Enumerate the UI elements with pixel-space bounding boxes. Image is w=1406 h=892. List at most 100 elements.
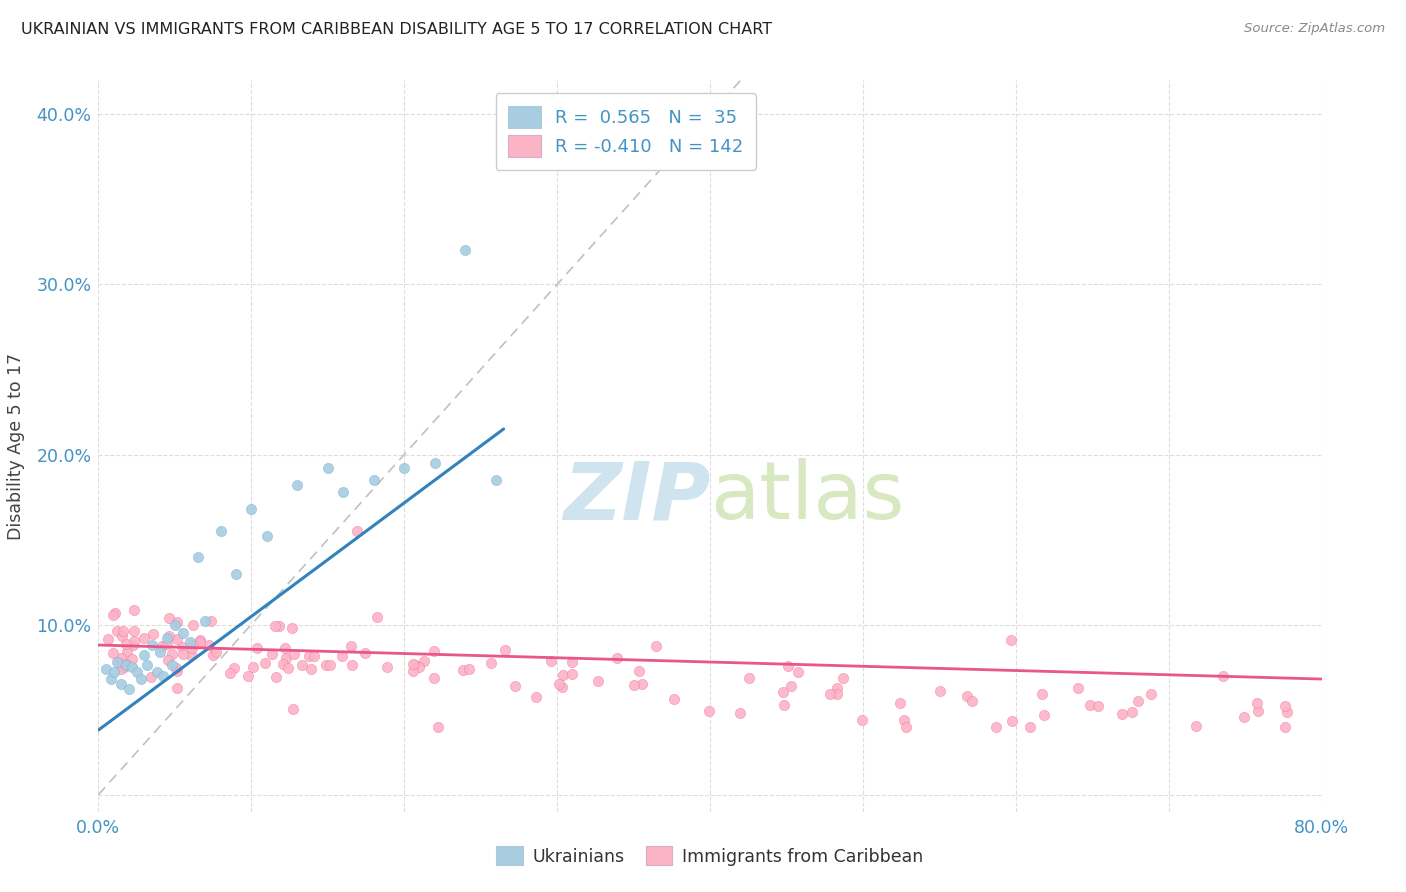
Point [157,653,180,667]
Point [149,645,172,659]
Point [316,461,339,475]
Point [1031,687,1053,701]
Point [115,645,138,659]
Point [366,610,388,624]
Point [122,624,145,638]
Point [141,638,163,652]
Point [551,668,574,682]
Point [129,672,152,686]
Point [340,639,363,653]
Point [956,689,979,703]
Point [644,639,666,653]
Text: UKRAINIAN VS IMMIGRANTS FROM CARIBBEAN DISABILITY AGE 5 TO 17 CORRELATION CHART: UKRAINIAN VS IMMIGRANTS FROM CARIBBEAN D… [21,22,772,37]
Point [201,648,224,662]
Point [105,655,128,669]
Point [772,685,794,699]
Point [100,672,122,686]
Point [363,473,385,487]
Point [132,631,155,645]
Point [375,660,398,674]
Point [180,648,202,662]
Point [298,649,321,664]
Point [121,638,143,652]
Point [267,619,290,633]
Point [787,665,810,680]
Point [1111,707,1133,722]
Point [145,665,167,680]
Point [423,456,446,470]
Point [115,637,138,651]
Point [172,647,194,661]
Point [281,621,304,635]
Point [264,619,287,633]
Point [773,698,796,712]
Point [240,502,263,516]
Point [540,654,562,668]
Point [156,637,179,651]
Point [200,614,222,628]
Legend: Ukrainians, Immigrants from Caribbean: Ukrainians, Immigrants from Caribbean [489,839,931,872]
Point [427,720,450,734]
Point [134,648,156,663]
Point [340,658,363,673]
Point [136,658,159,673]
Point [104,606,127,620]
Point [170,640,193,654]
Point [825,687,848,701]
Point [451,663,474,677]
Point [181,638,204,652]
Point [114,660,136,674]
Point [110,677,132,691]
Point [166,664,188,678]
Point [458,663,481,677]
Point [166,615,188,629]
Point [1019,720,1042,734]
Point [1233,710,1256,724]
Point [606,651,628,665]
Point [209,524,232,538]
Point [662,692,685,706]
Point [623,678,645,692]
Point [125,665,148,680]
Point [225,566,247,581]
Point [548,677,571,691]
Point [181,640,204,655]
Point [728,706,751,721]
Point [101,607,124,622]
Point [315,657,337,672]
Point [291,657,314,672]
Text: Source: ZipAtlas.com: Source: ZipAtlas.com [1244,22,1385,36]
Point [401,657,423,672]
Point [1274,698,1296,713]
Point [285,478,308,492]
Point [246,641,269,656]
Point [929,683,952,698]
Point [103,665,125,680]
Point [408,660,430,674]
Point [299,662,322,676]
Point [1032,707,1054,722]
Point [236,669,259,683]
Point [561,667,583,681]
Point [831,672,853,686]
Point [1275,705,1298,719]
Y-axis label: Disability Age 5 to 17: Disability Age 5 to 17 [7,352,25,540]
Point [165,661,187,675]
Point [97,632,120,646]
Point [160,658,183,673]
Point [283,647,305,661]
Point [194,614,217,628]
Point [141,670,163,684]
Point [588,673,610,688]
Point [776,659,799,673]
Point [423,671,446,685]
Point [115,657,138,671]
Point [392,461,416,475]
Point [984,720,1007,734]
Point [266,670,288,684]
Point [152,668,174,682]
Point [479,657,502,671]
Point [412,654,434,668]
Point [346,524,368,538]
Point [631,677,654,691]
